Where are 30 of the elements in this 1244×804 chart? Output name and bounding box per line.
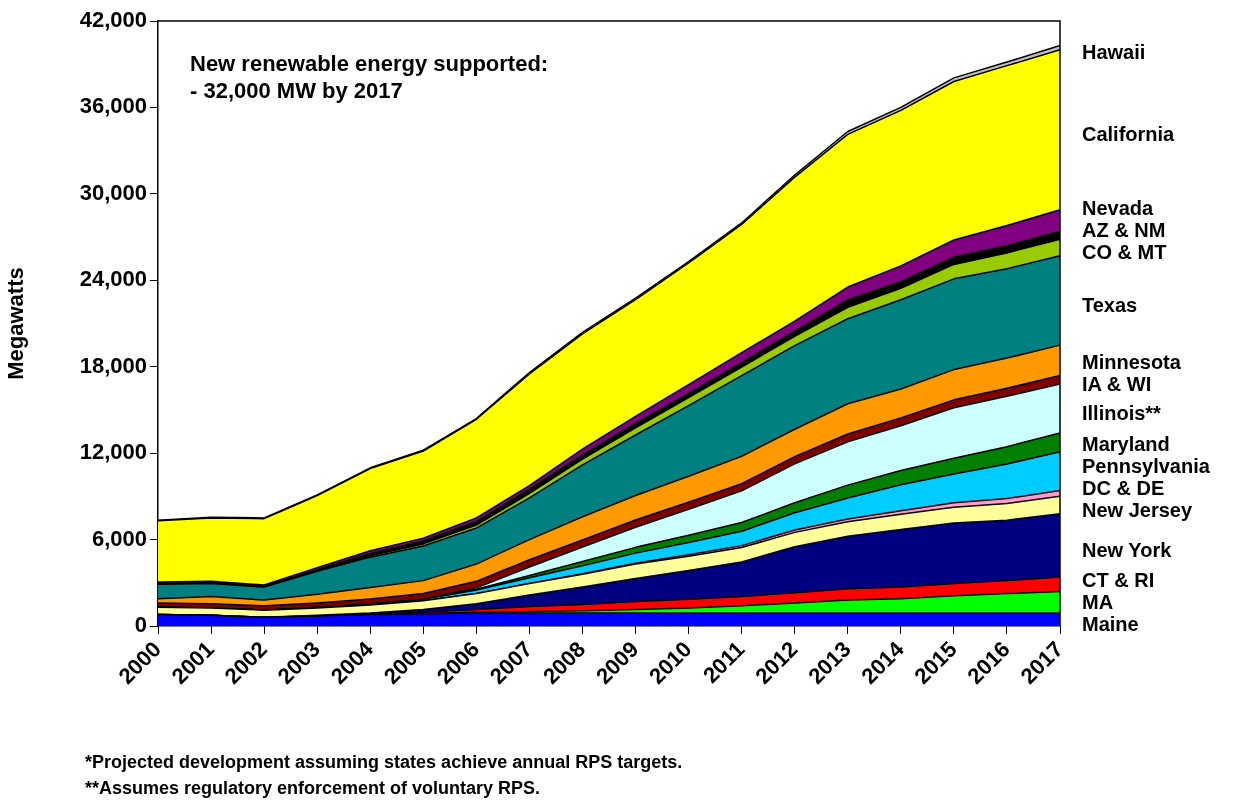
series-label: New York — [1082, 538, 1173, 561]
series-label: Hawaii — [1082, 41, 1146, 64]
y-tick-label: 12,000 — [79, 439, 147, 465]
text: *Projected development assuming states achieve annual RPS targets. — [85, 752, 683, 772]
y-tick-label: 0 — [134, 612, 147, 638]
series-label: Maryland — [1082, 432, 1170, 455]
y-tick-label: 36,000 — [79, 93, 147, 119]
y-tick-label: 42,000 — [79, 7, 147, 33]
series-label: California — [1082, 123, 1176, 146]
series-label: Minnesota — [1082, 351, 1182, 374]
series-label: AZ & NM — [1082, 219, 1166, 242]
series-label: DC & DE — [1082, 476, 1165, 499]
text: **Assumes regulatory enforcement of voluntary RPS. — [85, 778, 541, 798]
y-axis-title: Megawatts — [3, 267, 29, 380]
y-tick-label: 24,000 — [79, 266, 147, 292]
series-label: Texas — [1082, 293, 1138, 316]
series-label: Nevada — [1082, 197, 1155, 220]
annotation: New renewable energy supported: — [190, 51, 549, 76]
y-tick-label: 6,000 — [91, 525, 147, 551]
annotation: - 32,000 MW by 2017 — [190, 78, 403, 103]
series-label: CO & MT — [1082, 241, 1167, 264]
y-tick-label: 30,000 — [79, 179, 147, 205]
series-label: Pennsylvania — [1082, 454, 1211, 477]
series-label: Illinois** — [1082, 402, 1162, 424]
series-label: IA & WI — [1082, 373, 1152, 396]
series-label: MA — [1082, 591, 1114, 614]
series-label: New Jersey — [1082, 498, 1193, 521]
y-tick-label: 18,000 — [79, 352, 147, 378]
series-label: CT & RI — [1082, 569, 1155, 592]
series-label: Maine — [1082, 613, 1139, 636]
